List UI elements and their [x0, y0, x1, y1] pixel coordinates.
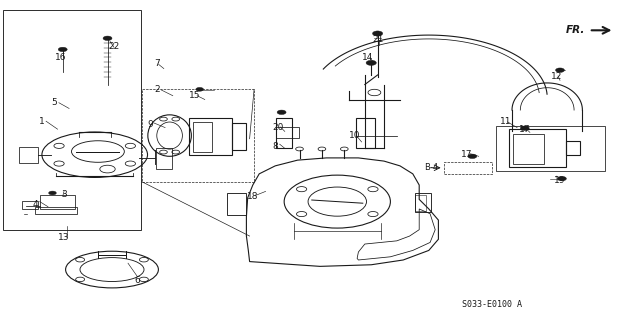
Circle shape	[557, 176, 566, 181]
Bar	[193, 122, 212, 152]
Text: 19: 19	[554, 176, 566, 185]
Bar	[142, 89, 254, 182]
Text: FR.: FR.	[566, 25, 586, 35]
Bar	[509, 129, 566, 167]
Text: 17: 17	[519, 125, 531, 134]
Bar	[19, 147, 38, 163]
Text: 14: 14	[362, 53, 374, 62]
Circle shape	[520, 126, 529, 130]
Circle shape	[277, 110, 286, 115]
Text: 21: 21	[372, 35, 383, 44]
Bar	[232, 123, 246, 150]
Text: 22: 22	[108, 42, 120, 51]
Text: 1: 1	[39, 117, 44, 126]
Text: 6: 6	[135, 276, 140, 285]
Bar	[40, 195, 75, 209]
Text: 5: 5	[52, 98, 57, 107]
Bar	[496, 126, 605, 171]
Text: B-4: B-4	[424, 163, 438, 172]
Bar	[227, 193, 246, 215]
Bar	[35, 207, 77, 214]
Text: 17: 17	[461, 150, 473, 159]
Circle shape	[49, 191, 56, 195]
Text: 4: 4	[33, 200, 38, 209]
Text: 16: 16	[55, 53, 67, 62]
Text: 9: 9	[148, 120, 153, 129]
Bar	[444, 162, 492, 174]
Text: 15: 15	[189, 91, 201, 100]
Bar	[276, 127, 299, 138]
Text: 3: 3	[61, 190, 67, 199]
Circle shape	[556, 68, 564, 72]
Bar	[356, 118, 375, 148]
Circle shape	[372, 31, 383, 36]
Text: 11: 11	[500, 117, 511, 126]
Circle shape	[468, 154, 477, 159]
Bar	[415, 195, 426, 211]
Text: 10: 10	[349, 131, 361, 140]
Bar	[3, 10, 141, 230]
Circle shape	[196, 87, 204, 91]
Text: 12: 12	[551, 72, 563, 81]
Bar	[566, 141, 580, 155]
Bar	[22, 201, 38, 209]
Bar	[156, 148, 172, 169]
Circle shape	[103, 36, 112, 41]
Text: 18: 18	[247, 192, 259, 201]
Bar	[513, 134, 544, 164]
Text: 7: 7	[154, 59, 159, 68]
Bar	[276, 118, 292, 148]
Bar	[189, 118, 232, 155]
Text: 20: 20	[273, 123, 284, 132]
Circle shape	[58, 47, 67, 52]
Text: 2: 2	[154, 85, 159, 94]
Circle shape	[366, 60, 376, 65]
Text: 8: 8	[273, 142, 278, 151]
Bar	[415, 193, 431, 212]
Text: S033-E0100 A: S033-E0100 A	[461, 300, 522, 309]
Text: 13: 13	[58, 233, 70, 242]
